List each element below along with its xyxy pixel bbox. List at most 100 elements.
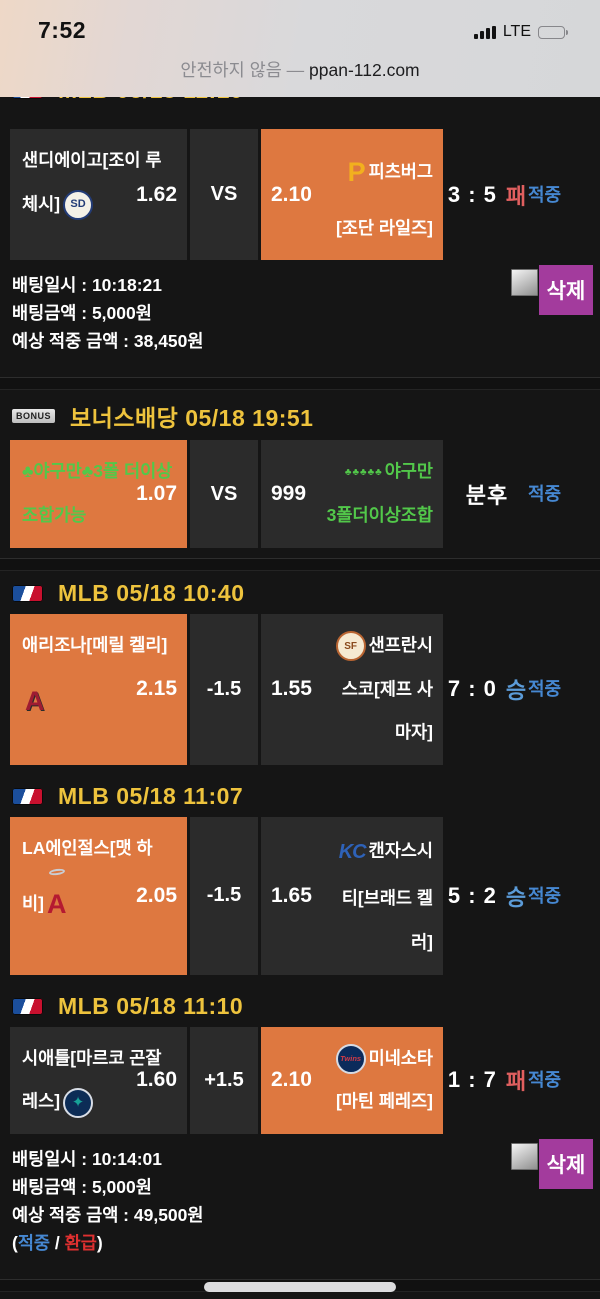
betting-history-list: MLB 05/18 11:10 샌디에이고[조이 루체시]SD 1.62 VS … xyxy=(0,97,600,1299)
bet-time: 배팅일시 : 10:18:21 xyxy=(12,275,163,296)
league-header: MLB 05/18 10:40 xyxy=(0,571,600,614)
home-team-cell-selected: 애리조나[메릴 켈리]A 2.15 xyxy=(10,613,187,765)
league-title: MLB 05/18 11:07 xyxy=(58,783,244,809)
bet-expected: 예상 적중 금액 : 38,450원 xyxy=(12,331,204,352)
away-team-name: KC 캔자스시티[브래드 켈러] xyxy=(269,827,433,965)
top-bar: 7:52 LTE 안전하지 않음 — ppan-112.com xyxy=(0,0,600,97)
select-checkbox[interactable] xyxy=(511,269,538,297)
bet-card: MLB 05/18 11:07 LA에인절스[맷 하비] A 2.05 -1.5 … xyxy=(0,774,600,984)
select-checkbox[interactable] xyxy=(511,1143,538,1170)
home-team-cell: 샌디에이고[조이 루체시] SD 1.62 xyxy=(10,129,187,261)
match-row: 샌디에이고[조이 루체시] SD 1.62 VS P 피츠버그 [조단 라일즈] 2… xyxy=(10,129,600,261)
bet-card: MLB 05/18 11:10 시애틀[마르코 곤잘레스] ✦ 1.60 +1.5… xyxy=(0,984,600,1292)
delete-button[interactable]: 삭제 xyxy=(539,265,593,316)
bonus-pick-name: ♣야구만♣3폴 더이상조합가능 xyxy=(22,461,173,525)
bet-expected: 예상 적중 금액 : 49,500원 xyxy=(12,1205,204,1225)
hit-status-link[interactable]: 적중 xyxy=(528,184,562,205)
status-icons: LTE xyxy=(473,23,568,44)
section-divider xyxy=(0,377,600,391)
bonus-row: ♣야구만♣3폴 더이상조합가능 1.07 VS ♣♣♣♣♣ 야구만 3폴더이상조합… xyxy=(10,440,600,548)
twins-logo-icon: Twins xyxy=(335,1043,366,1074)
refund-word: 환급 xyxy=(64,1233,97,1253)
clover-glyphs-icon: ♣♣♣♣♣ xyxy=(344,467,383,479)
home-indicator[interactable] xyxy=(204,1282,396,1292)
bonus-title: 보너스배당 05/18 19:51 xyxy=(70,405,314,432)
countdown-text: 분후 xyxy=(465,483,509,508)
browser-address-bar[interactable]: 안전하지 않음 — ppan-112.com xyxy=(0,46,600,82)
handicap-cell: +1.5 xyxy=(190,1026,258,1134)
league-header: MLB 05/18 11:07 xyxy=(0,774,600,817)
security-warning-text: 안전하지 않음 — xyxy=(180,60,310,80)
hit-status-link[interactable]: 적중 xyxy=(528,1070,562,1091)
away-odds: 2.10 xyxy=(271,182,312,206)
away-team-cell-selected: Twins 미네소타 [마틴 페레즈] 2.10 xyxy=(261,1026,443,1134)
home-odds: 1.62 xyxy=(136,182,177,206)
hit-status-link[interactable]: 적중 xyxy=(528,484,562,504)
bonus-header: BONUS 보너스배당 05/18 19:51 xyxy=(0,1292,600,1299)
vs-cell: VS xyxy=(190,440,258,548)
final-score: 3 : 5 xyxy=(447,181,497,207)
home-team-name: 시애틀[마르코 곤잘레스] ✦ xyxy=(22,1037,174,1125)
battery-icon xyxy=(538,25,568,39)
bonus-other-name-line2: 3폴더이상조합 xyxy=(326,505,433,525)
vs-cell: VS xyxy=(190,129,258,261)
result-badge: 패 xyxy=(505,183,527,209)
score-area: 5 : 2 승 xyxy=(446,817,528,975)
home-team-name: 애리조나[메릴 켈리]A xyxy=(22,624,174,735)
hit-status-link[interactable]: 적중 xyxy=(528,679,562,700)
handicap-cell: -1.5 xyxy=(190,817,258,975)
angels-logo-icon: A xyxy=(47,867,66,939)
final-score: 5 : 2 xyxy=(447,882,497,908)
bonus-other-name-line1: ♣♣♣♣♣ 야구만 xyxy=(344,461,433,482)
clock: 7:52 xyxy=(38,17,87,43)
match-row: 시애틀[마르코 곤잘레스] ✦ 1.60 +1.5 Twins 미네소타 [마틴 페… xyxy=(10,1026,600,1135)
away-team-cell: SF 샌프란시스코[제프 사마자] 1.55 xyxy=(261,613,443,765)
bonus-card: BONUS 보너스배당 05/18 19:51 ♣골드바♣3폴 더이상조합가능 … xyxy=(0,1292,600,1299)
network-type: LTE xyxy=(502,23,531,40)
mlb-logo-icon xyxy=(12,584,43,602)
bet-card: MLB 05/18 11:10 샌디에이고[조이 루체시]SD 1.62 VS … xyxy=(0,97,600,391)
away-team-name: P 피츠버그 [조단 라일즈] xyxy=(269,139,433,250)
bet-info: 배팅일시 : 10:18:21 배팅금액 : 5,000원 예상 적중 금액 :… xyxy=(0,260,600,367)
away-team-cell: KC 캔자스시티[브래드 켈러] 1.65 xyxy=(261,817,443,975)
bonus-pick-cell-selected: ♣야구만♣3폴 더이상조합가능 1.07 xyxy=(10,440,187,548)
bonus-odds: 1.07 xyxy=(136,482,177,505)
result-badge: 승 xyxy=(505,884,527,910)
match-row: 애리조나[메릴 켈리]A 2.15 -1.5 SF 샌프란시스코[제프 사마자] … xyxy=(10,613,600,765)
bet-amount: 배팅금액 : 5,000원 xyxy=(12,1177,152,1197)
home-team-cell: 시애틀[마르코 곤잘레스] ✦ 1.60 xyxy=(10,1026,187,1134)
giants-logo-icon: SF xyxy=(335,631,366,662)
league-title: MLB 05/18 11:10 xyxy=(58,992,244,1019)
home-team-name: LA에인절스[맷 하비] A xyxy=(22,827,174,938)
score-area: 분후 xyxy=(446,440,528,548)
away-odds: 2.10 xyxy=(271,1068,312,1092)
mlb-logo-icon xyxy=(12,788,43,805)
mlb-logo-icon xyxy=(12,97,43,99)
bonus-header: BONUS 보너스배당 05/18 19:51 xyxy=(0,390,600,440)
result-badge: 승 xyxy=(505,678,527,704)
mariners-logo-icon: ✦ xyxy=(63,1087,94,1118)
league-title: MLB 05/18 10:40 xyxy=(58,579,245,606)
bet-amount: 배팅금액 : 5,000원 xyxy=(12,303,152,324)
bonus-card: BONUS 보너스배당 05/18 19:51 ♣야구만♣3폴 더이상조합가능 … xyxy=(0,390,600,571)
bet-time: 배팅일시 : 10:14:01 xyxy=(12,1149,163,1169)
bonus-badge-icon: BONUS xyxy=(12,409,56,424)
away-odds: 1.65 xyxy=(271,883,312,907)
section-divider xyxy=(0,557,600,571)
status-bar: 7:52 LTE xyxy=(0,0,600,46)
handicap-cell: -1.5 xyxy=(190,613,258,765)
score-area: 1 : 7 패 xyxy=(446,1027,528,1135)
match-row: LA에인절스[맷 하비] A 2.05 -1.5 KC 캔자스시티[브래드 켈러] … xyxy=(10,817,600,975)
hit-word: 적중 xyxy=(17,1233,51,1253)
final-score: 1 : 7 xyxy=(447,1067,497,1093)
score-area: 7 : 0 승 xyxy=(446,614,528,765)
delete-button[interactable]: 삭제 xyxy=(539,1139,593,1189)
bet-card: MLB 05/18 10:40 애리조나[메릴 켈리]A 2.15 -1.5 S… xyxy=(0,571,600,774)
home-odds: 2.15 xyxy=(136,677,177,701)
final-score: 7 : 0 xyxy=(447,676,497,702)
hit-status-link[interactable]: 적중 xyxy=(528,885,562,906)
pirates-logo-icon: P xyxy=(347,157,366,187)
away-team-cell-selected: P 피츠버그 [조단 라일즈] 2.10 xyxy=(261,129,443,261)
home-odds: 2.05 xyxy=(136,883,177,907)
